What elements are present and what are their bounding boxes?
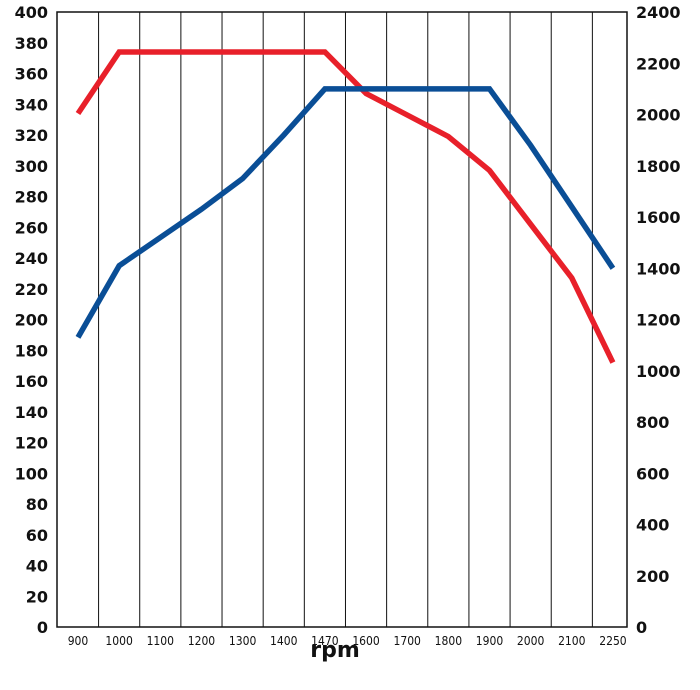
right-tick-label: 800 bbox=[636, 413, 669, 432]
x-tick-label: 1800 bbox=[435, 634, 463, 648]
x-tick-label: 1400 bbox=[270, 634, 298, 648]
right-tick-label: 200 bbox=[636, 567, 669, 586]
left-tick-label: 240 bbox=[15, 249, 48, 268]
right-tick-label: 600 bbox=[636, 464, 669, 483]
left-tick-label: 80 bbox=[26, 495, 48, 514]
right-tick-label: 400 bbox=[636, 516, 669, 535]
right-tick-label: 2200 bbox=[636, 54, 681, 73]
x-tick-label: 900 bbox=[68, 634, 89, 648]
x-tick-label: 1700 bbox=[393, 634, 421, 648]
left-tick-label: 0 bbox=[37, 618, 48, 637]
left-tick-label: 300 bbox=[15, 157, 48, 176]
x-tick-label: 1100 bbox=[147, 634, 175, 648]
left-tick-label: 340 bbox=[15, 95, 48, 114]
right-tick-label: 1200 bbox=[636, 311, 681, 330]
right-tick-label: 2400 bbox=[636, 3, 681, 22]
left-tick-label: 100 bbox=[15, 464, 48, 483]
left-tick-label: 60 bbox=[26, 526, 48, 545]
left-tick-label: 280 bbox=[15, 188, 48, 207]
left-tick-label: 220 bbox=[15, 280, 48, 299]
x-tick-label: 2100 bbox=[558, 634, 586, 648]
right-tick-label: 2000 bbox=[636, 106, 681, 125]
x-tick-label: 1200 bbox=[188, 634, 216, 648]
right-tick-label: 1800 bbox=[636, 157, 681, 176]
right-tick-label: 0 bbox=[636, 618, 647, 637]
left-tick-label: 180 bbox=[15, 341, 48, 360]
right-axis: 0 200 400 600 800 1000 1200 1400 1600 1800 2000 220… bbox=[636, 3, 681, 637]
series-line-2 bbox=[75, 86, 616, 339]
left-tick-label: 40 bbox=[26, 557, 48, 576]
x-tick-label: 1470 bbox=[311, 634, 339, 648]
left-tick-label: 20 bbox=[26, 587, 48, 606]
left-tick-label: 200 bbox=[15, 311, 48, 330]
series-line-1 bbox=[75, 49, 616, 364]
left-tick-label: 260 bbox=[15, 218, 48, 237]
left-tick-label: 140 bbox=[15, 403, 48, 422]
left-tick-label: 320 bbox=[15, 126, 48, 145]
x-tick-label: 1000 bbox=[105, 634, 133, 648]
series-layer bbox=[75, 49, 616, 364]
right-tick-label: 1600 bbox=[636, 208, 681, 227]
left-tick-label: 360 bbox=[15, 65, 48, 84]
x-axis: 900 1000 1100 1200 1300 1400 1470 1600 1700 1800 1… bbox=[68, 634, 627, 648]
gridlines bbox=[98, 12, 593, 627]
x-tick-label: 2000 bbox=[517, 634, 545, 648]
x-tick-label: 1300 bbox=[229, 634, 257, 648]
x-tick-label: 1600 bbox=[352, 634, 380, 648]
left-axis: 0 20 40 60 80 100 120 140 160 180 200 220 240 260 280 3… bbox=[15, 3, 48, 637]
plot-border bbox=[56, 11, 628, 628]
x-tick-label: 2250 bbox=[599, 634, 627, 648]
left-tick-label: 120 bbox=[15, 434, 48, 453]
right-tick-label: 1000 bbox=[636, 362, 681, 381]
x-tick-label: 1900 bbox=[476, 634, 504, 648]
left-tick-label: 380 bbox=[15, 34, 48, 53]
x-axis-label: rpm bbox=[310, 638, 360, 663]
plot-area bbox=[56, 11, 628, 628]
left-tick-label: 160 bbox=[15, 372, 48, 391]
left-tick-label: 400 bbox=[15, 3, 48, 22]
right-tick-label: 1400 bbox=[636, 259, 681, 278]
